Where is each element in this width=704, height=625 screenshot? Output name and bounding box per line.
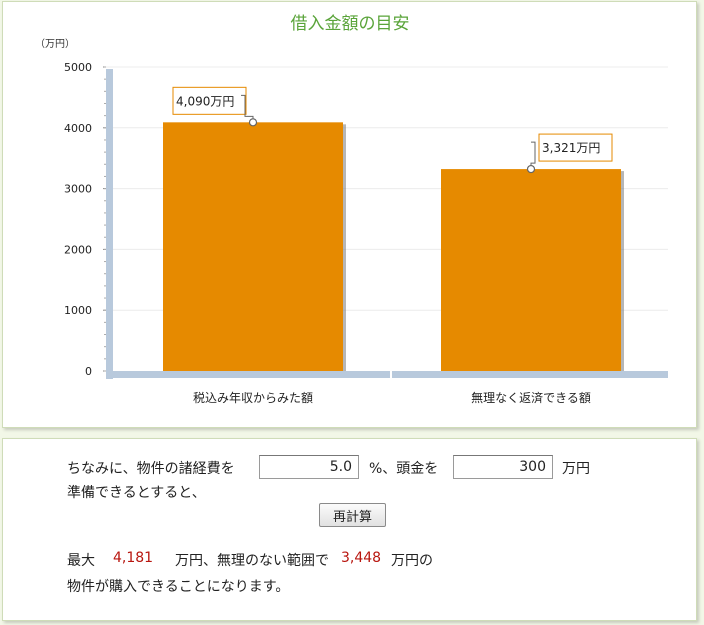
data-label-text: 4,090万円 <box>176 94 234 108</box>
down-payment-unit: 万円 <box>562 461 590 477</box>
x-axis <box>106 371 668 378</box>
data-point-marker <box>248 118 258 127</box>
x-category-label: 無理なく返済できる額 <box>471 390 591 405</box>
y-tick-label: 4000 <box>64 122 92 135</box>
data-label-box <box>172 86 247 115</box>
y-unit-label: （万円） <box>35 38 75 50</box>
expense-rate-prompt: ちなみに、物件の諸経費を <box>67 461 235 477</box>
data-label-box <box>538 133 613 162</box>
y-tick-label: 2000 <box>64 243 92 256</box>
data-label-callout: 3,321万円 <box>526 133 613 174</box>
result-mid-text: 万円、無理のない範囲で <box>175 553 329 569</box>
down-payment-input[interactable] <box>453 455 553 479</box>
y-tick-label: 1000 <box>64 304 92 317</box>
down-payment-prompt: %、頭金を <box>369 461 439 477</box>
y-tick-label: 5000 <box>64 61 92 74</box>
max-amount-value: 4,181 <box>113 550 154 566</box>
prepare-text: 準備できるとすると、 <box>67 485 206 501</box>
data-label-callout: 4,090万円 <box>172 86 258 127</box>
expense-rate-input[interactable] <box>259 455 359 479</box>
bar <box>441 169 621 371</box>
bar <box>163 122 343 371</box>
result-suffix: 万円の <box>391 553 433 569</box>
calculation-panel: ちなみに、物件の諸経費を %、頭金を 万円 準備できるとすると、 再計算 最大 … <box>2 438 697 621</box>
chart-panel: 借入金額の目安 （万円） 0 1000 2000 3000 4000 5000 税込み年収からみ… <box>2 1 697 428</box>
recalculate-button[interactable]: 再計算 <box>319 503 386 527</box>
bar-chart: 借入金額の目安 （万円） 0 1000 2000 3000 4000 5000 税込み年収からみ… <box>35 14 668 405</box>
data-label-text: 3,321万円 <box>542 141 600 155</box>
data-point-marker <box>526 164 536 174</box>
result-line2: 物件が購入できることになります。 <box>67 579 290 595</box>
y-axis <box>106 69 113 379</box>
safe-amount-value: 3,448 <box>341 550 382 566</box>
x-category-label: 税込み年収からみた額 <box>193 391 313 405</box>
y-tick-label: 0 <box>85 365 92 378</box>
result-prefix: 最大 <box>67 553 95 569</box>
chart-title: 借入金額の目安 <box>291 14 410 34</box>
y-tick-label: 3000 <box>64 183 92 196</box>
